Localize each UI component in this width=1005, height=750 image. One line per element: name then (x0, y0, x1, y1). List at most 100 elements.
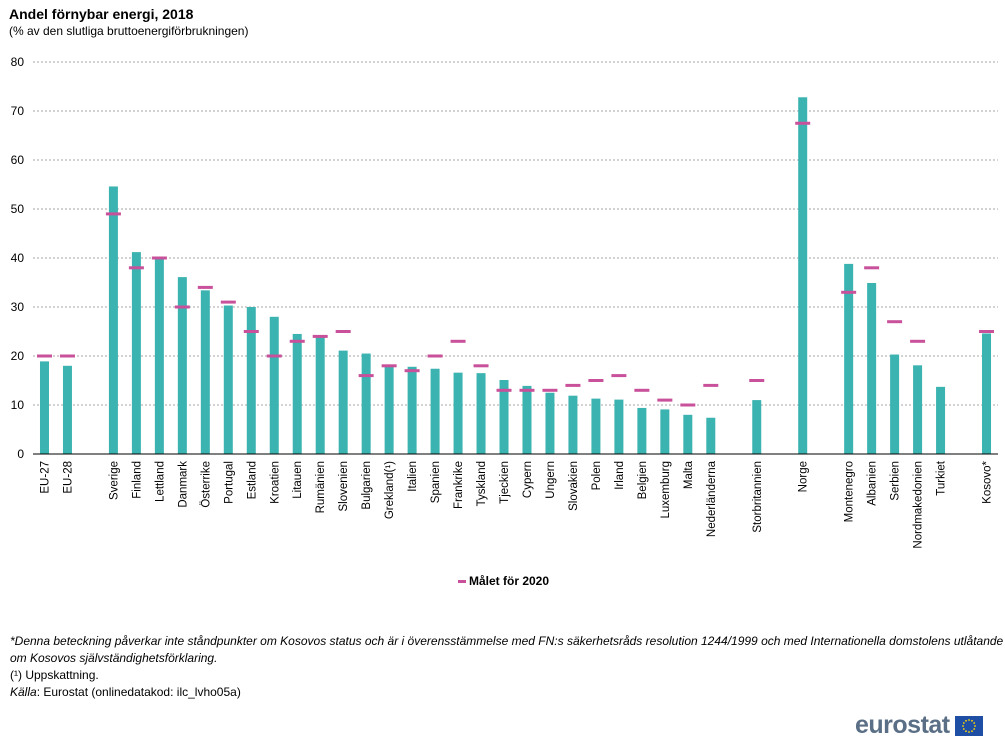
x-tick-label: Tjeckien (499, 461, 511, 504)
bar (108, 186, 118, 454)
y-tick-label: 80 (11, 55, 25, 69)
x-tick-label: Grekland(¹) (384, 461, 396, 519)
target-marker (565, 383, 581, 387)
bar (683, 414, 693, 454)
target-marker (358, 374, 374, 378)
bar (522, 385, 532, 454)
bar-chart: 0 10 20 30 40 50 60 70 80 EU-27 EU-28 Sverige Finla… (11, 55, 998, 549)
source-text: : Eurostat (onlinedatakod: ilc_lvho05a) (36, 685, 241, 699)
eurostat-logo: eurostat (855, 711, 983, 740)
flag-star (961, 724, 964, 727)
gridlines (33, 61, 998, 406)
x-tick-label: Irland (614, 461, 626, 490)
bar (453, 372, 463, 454)
y-tick-label: 0 (17, 447, 24, 461)
x-tick-label: Kosovo* (982, 460, 994, 503)
target-marker (473, 364, 489, 368)
bar (430, 368, 440, 454)
y-tick-label: 20 (11, 349, 25, 363)
bar (200, 290, 210, 454)
target-marker (312, 334, 328, 338)
y-tick-label: 50 (11, 202, 25, 216)
eu-flag-icon (954, 715, 983, 736)
target-markers (36, 121, 995, 407)
target-marker (59, 354, 75, 358)
bar (706, 417, 716, 454)
x-tick-label: Albanien (867, 461, 879, 506)
x-tick-label: Frankrike (453, 461, 465, 509)
target-marker (841, 290, 857, 294)
flag-star (973, 724, 976, 727)
flag-star (972, 727, 975, 730)
flag-star (970, 729, 973, 732)
x-tick-label: Nederländerna (706, 460, 718, 537)
legend: Målet för 2020 (458, 574, 549, 588)
target-marker (105, 212, 121, 216)
bar (384, 365, 394, 454)
target-marker (542, 388, 558, 392)
x-tick-label: Italien (407, 461, 419, 492)
bar (568, 395, 578, 454)
x-tick-label: Polen (591, 461, 603, 490)
target-marker (703, 383, 719, 387)
x-axis-labels: EU-27 EU-28 Sverige Finland Lettland Danmark Ö… (39, 460, 993, 548)
target-marker (680, 403, 696, 407)
target-marker (450, 339, 466, 343)
target-marker (979, 330, 995, 333)
footnote-estimate: (¹) Uppskattning. (10, 668, 99, 682)
bar (223, 305, 233, 454)
flag-star (972, 721, 975, 724)
flag-star (964, 719, 967, 722)
target-marker (749, 379, 765, 382)
target-marker (197, 285, 213, 289)
x-tick-label: Storbritannien (752, 461, 764, 533)
x-tick-label: Kroatien (269, 461, 281, 504)
bar (798, 97, 808, 454)
target-marker (795, 121, 811, 125)
target-marker (657, 398, 673, 402)
target-marker (496, 388, 512, 392)
bar (269, 316, 279, 454)
x-tick-label: EU-27 (39, 461, 51, 494)
bar (315, 336, 325, 454)
y-tick-label: 70 (11, 104, 25, 118)
target-marker (427, 354, 443, 358)
x-tick-label: Sverige (108, 461, 120, 500)
bar (246, 307, 256, 454)
target-marker (220, 300, 236, 304)
x-tick-label: Finland (131, 461, 143, 499)
flag-star (962, 727, 965, 730)
y-tick-label: 60 (11, 153, 25, 167)
bar (361, 353, 371, 454)
target-marker (634, 388, 650, 392)
x-tick-label: Spanien (430, 461, 442, 503)
bar (614, 399, 624, 454)
x-tick-label: Bulgarien (361, 461, 373, 510)
footnote-kosovo: *Denna beteckning påverkar inte ståndpun… (10, 634, 1004, 665)
x-tick-label: Luxemburg (660, 461, 672, 519)
bar (637, 407, 647, 454)
flag-star (970, 719, 973, 722)
target-marker (266, 354, 282, 358)
x-tick-label: Cypern (522, 461, 534, 498)
target-marker (519, 388, 535, 392)
x-tick-label: Serbien (890, 461, 902, 501)
bar (131, 252, 141, 454)
x-tick-label: Litauen (292, 461, 304, 499)
target-marker (588, 379, 604, 382)
target-marker (335, 330, 351, 333)
bar (660, 409, 670, 454)
bar (338, 350, 348, 454)
x-tick-label: Slovenien (338, 461, 350, 512)
x-tick-label: Danmark (177, 461, 189, 508)
y-tick-label: 40 (11, 251, 25, 265)
x-tick-label: Lettland (154, 461, 166, 502)
y-tick-label: 30 (11, 300, 25, 314)
flag-star (967, 730, 970, 733)
bar (545, 392, 555, 454)
target-marker (289, 339, 305, 343)
x-tick-label: Estland (246, 461, 258, 499)
target-marker (381, 364, 397, 368)
target-marker (611, 374, 627, 378)
bar (499, 380, 509, 454)
